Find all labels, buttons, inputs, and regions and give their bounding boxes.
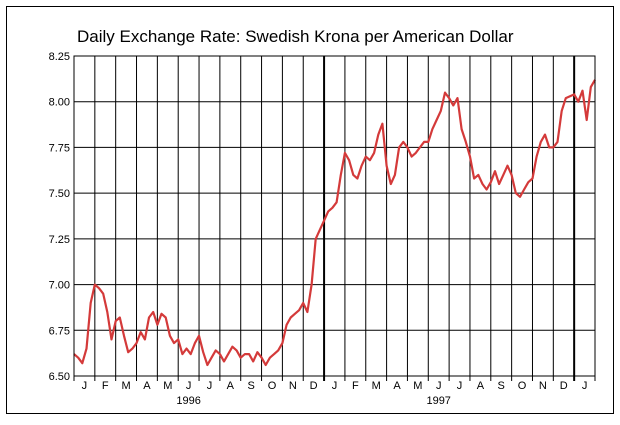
x-tick-label: A [143,380,151,392]
x-tick-label: J [332,380,338,392]
x-tick-label: J [186,380,192,392]
x-tick-label: O [518,380,527,392]
y-tick-label: 7.50 [49,188,70,200]
y-tick-label: 7.25 [49,234,70,246]
year-label: 1997 [426,395,450,407]
x-tick-label: N [539,380,547,392]
x-tick-label: D [560,380,568,392]
plot-border [73,55,596,377]
series-layer [73,79,596,367]
x-tick-label: M [413,380,422,392]
x-tick-label: F [352,380,359,392]
x-tick-label: J [436,380,442,392]
x-tick-label: M [122,380,131,392]
x-tick-label: A [477,380,485,392]
x-tick-label: O [268,380,277,392]
y-tick-label: 7.00 [49,280,70,292]
x-tick-label: M [372,380,381,392]
x-tick-label: J [582,380,588,392]
series-line [73,79,596,367]
x-tick-label: J [82,380,88,392]
year-label: 1996 [176,395,200,407]
grid [73,55,596,381]
x-tick-label: J [457,380,463,392]
y-tick-label: 8.25 [49,51,70,63]
outer-border [6,6,614,414]
x-tick-label: A [393,380,401,392]
y-tick-label: 8.00 [49,97,70,109]
x-tick-label: N [289,380,297,392]
year-labels: 1996 1997 [176,395,451,407]
x-tick-label: S [247,380,254,392]
y-tick-label: 6.75 [49,325,70,337]
x-tick-label: M [163,380,172,392]
x-tick-label: S [498,380,505,392]
x-tick-label: F [102,380,109,392]
y-tick-label: 6.50 [49,371,70,383]
x-tick-label: D [310,380,318,392]
y-tick-label: 7.75 [49,142,70,154]
y-tick-labels: 6.50 6.75 7.00 7.25 7.50 7.75 8.00 8.25 [49,51,70,383]
chart-title: Daily Exchange Rate: Swedish Krona per A… [77,27,514,46]
x-tick-label: J [207,380,213,392]
x-tick-label: A [227,380,235,392]
